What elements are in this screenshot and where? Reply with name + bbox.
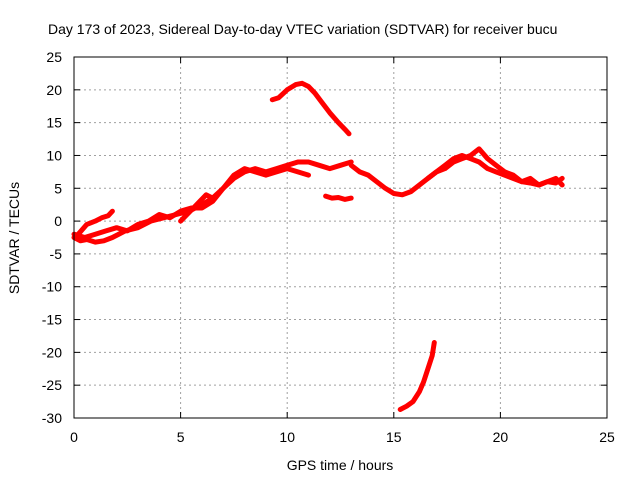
series-track-c bbox=[75, 208, 115, 237]
x-tick-label: 25 bbox=[599, 429, 615, 445]
y-tick-label: -25 bbox=[42, 377, 62, 393]
series-track-e bbox=[269, 80, 352, 137]
y-tick-label: 25 bbox=[46, 49, 62, 65]
y-tick-label: 10 bbox=[46, 147, 62, 163]
x-tick-label: 20 bbox=[493, 429, 509, 445]
series-track-b bbox=[71, 166, 311, 240]
x-tick-labels: 0 5 10 15 20 25 bbox=[70, 429, 615, 445]
y-tick-label: -5 bbox=[50, 246, 63, 262]
grid-lines bbox=[74, 57, 607, 418]
plot-frame bbox=[73, 56, 608, 419]
x-tick-label: 15 bbox=[386, 429, 402, 445]
y-tick-label: -20 bbox=[42, 344, 62, 360]
y-tick-label: -30 bbox=[42, 410, 62, 426]
x-axis-label: GPS time / hours bbox=[287, 457, 394, 473]
y-tick-label: 20 bbox=[46, 82, 62, 98]
y-tick-labels: -30 -25 -20 -15 -10 -5 0 5 10 15 20 25 bbox=[42, 49, 62, 426]
data-series bbox=[71, 80, 565, 412]
y-tick-label: 15 bbox=[46, 115, 62, 131]
series-track-h bbox=[425, 146, 565, 188]
series-track-i bbox=[397, 340, 437, 412]
x-tick-label: 10 bbox=[279, 429, 295, 445]
series-track-d bbox=[178, 192, 216, 224]
y-tick-label: 5 bbox=[54, 180, 62, 196]
y-tick-label: -10 bbox=[42, 279, 62, 295]
y-axis-label: SDTVAR / TECUs bbox=[6, 182, 22, 294]
x-tick-label: 5 bbox=[177, 429, 185, 445]
y-tick-label: -15 bbox=[42, 312, 62, 328]
axis-ticks bbox=[73, 56, 608, 419]
y-tick-label: 0 bbox=[54, 213, 62, 229]
chart-title: Day 173 of 2023, Sidereal Day-to-day VTE… bbox=[48, 21, 557, 37]
series-track-g bbox=[348, 153, 565, 198]
x-tick-label: 0 bbox=[70, 429, 78, 445]
series-track-f bbox=[323, 193, 354, 202]
